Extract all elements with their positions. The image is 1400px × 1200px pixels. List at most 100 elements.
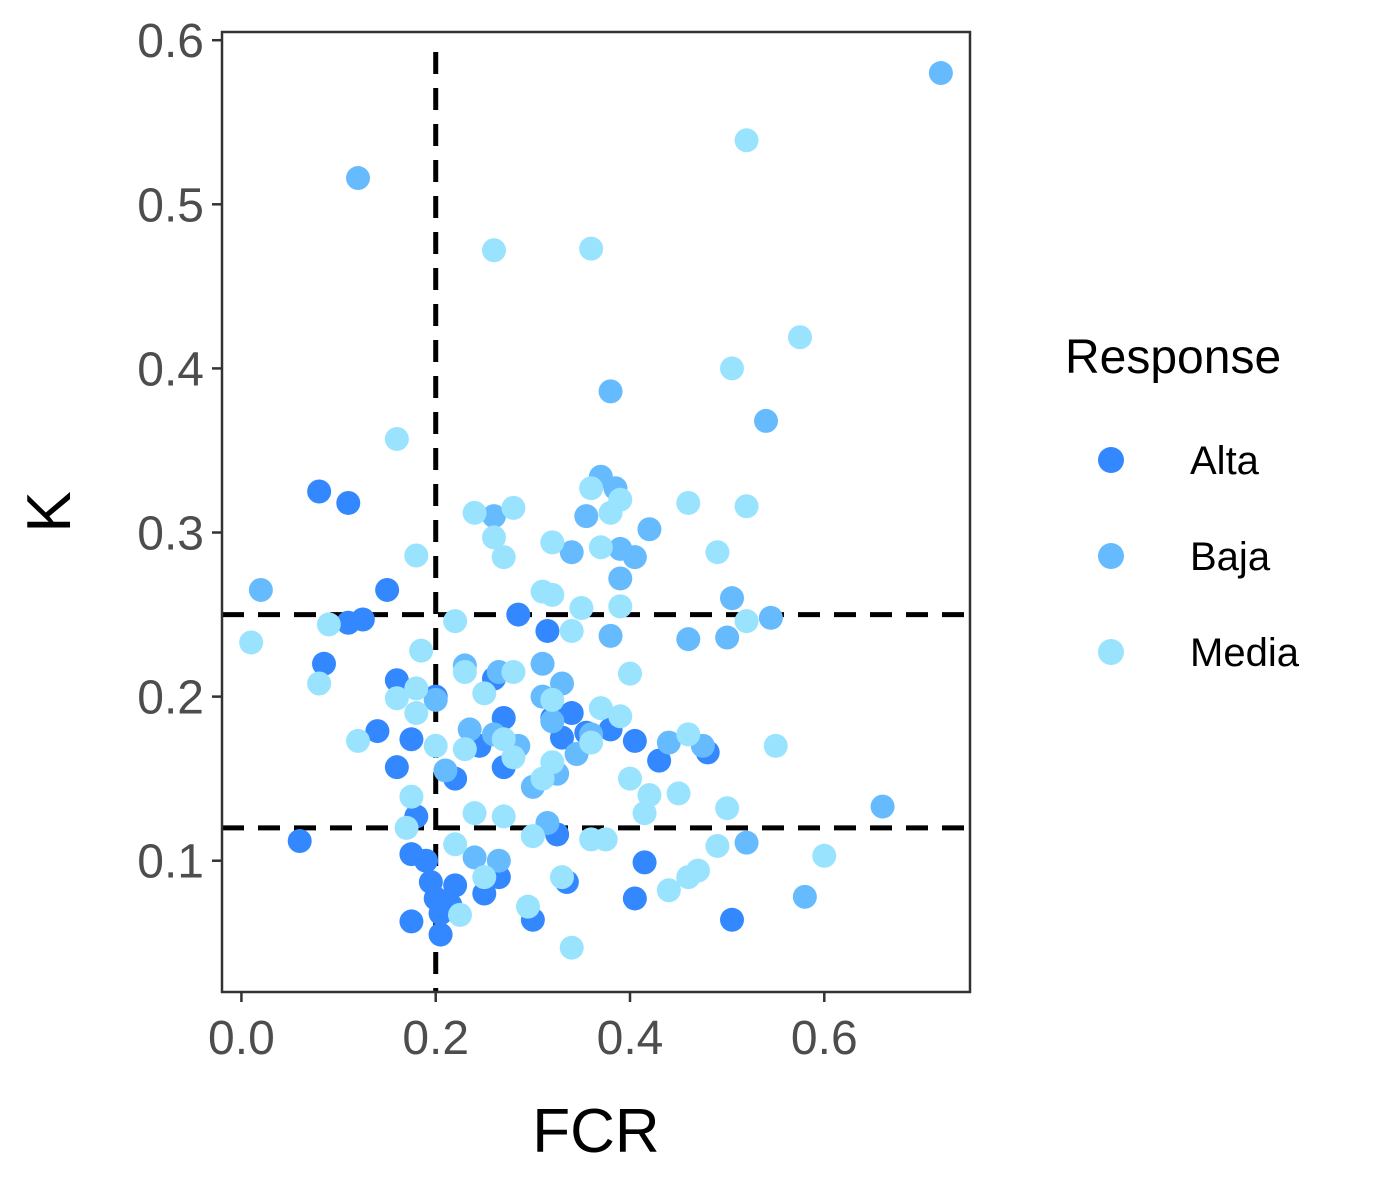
point-media	[482, 238, 506, 263]
point-media	[491, 804, 516, 829]
x-tick-label: 0.0	[208, 1012, 275, 1065]
point-alta	[384, 668, 409, 693]
legend-key-media	[1098, 639, 1124, 665]
point-media	[598, 500, 623, 525]
point-media	[588, 535, 613, 560]
y-tick-label: 0.1	[137, 836, 204, 889]
point-media	[404, 543, 429, 568]
point-media	[346, 728, 370, 753]
point-alta	[622, 886, 647, 911]
point-baja	[574, 504, 599, 529]
point-media	[239, 630, 264, 655]
point-media	[452, 660, 477, 684]
point-media	[530, 766, 555, 791]
legend-label-alta: Alta	[1190, 439, 1260, 483]
point-media	[705, 833, 730, 858]
legend: Response Alta Baja Media	[1065, 331, 1300, 675]
point-baja	[928, 61, 953, 86]
point-media	[472, 681, 497, 706]
point-media	[608, 594, 633, 619]
point-media	[307, 671, 332, 696]
point-alta	[414, 848, 438, 873]
point-alta	[535, 618, 560, 643]
point-media	[462, 801, 487, 826]
point-media	[676, 490, 701, 515]
point-media	[637, 783, 662, 808]
point-media	[516, 894, 540, 919]
point-media	[462, 500, 487, 525]
point-media	[588, 696, 613, 721]
point-baja	[457, 717, 482, 742]
point-media	[656, 878, 681, 903]
point-media	[491, 727, 516, 752]
point-media	[482, 525, 506, 550]
point-baja	[423, 687, 448, 712]
point-baja	[758, 605, 783, 630]
point-media	[540, 530, 565, 555]
point-media	[618, 661, 642, 686]
point-media	[720, 356, 744, 381]
point-media	[632, 801, 657, 826]
point-alta	[399, 909, 424, 934]
point-baja	[870, 794, 895, 819]
legend-label-media: Media	[1190, 631, 1300, 675]
point-baja	[608, 566, 633, 591]
y-axis-title: K	[15, 491, 84, 532]
point-baja	[462, 845, 487, 870]
point-media	[501, 745, 526, 770]
point-baja	[622, 545, 647, 570]
point-media	[559, 935, 584, 960]
plot-panel-border	[220, 30, 972, 994]
point-media	[448, 902, 472, 927]
x-tick-label: 0.6	[791, 1012, 858, 1065]
point-alta	[287, 829, 312, 854]
point-media	[501, 495, 526, 520]
point-media	[384, 686, 409, 711]
x-tick-label: 0.4	[597, 1012, 664, 1065]
point-baja	[792, 884, 817, 909]
point-alta	[365, 719, 390, 744]
x-tick-label: 0.2	[402, 1012, 469, 1065]
point-baja	[720, 586, 744, 611]
point-baja	[346, 166, 370, 191]
point-media	[452, 737, 477, 762]
point-media	[666, 781, 691, 806]
point-baja	[734, 830, 759, 855]
y-tick-label: 0.4	[137, 343, 204, 396]
point-baja	[248, 577, 273, 602]
point-media	[608, 704, 633, 729]
point-media	[734, 494, 759, 519]
point-baja	[486, 848, 511, 873]
point-media	[520, 824, 545, 849]
point-alta	[428, 922, 453, 947]
point-alta	[632, 850, 657, 875]
point-media	[540, 687, 565, 712]
data-points	[239, 61, 953, 960]
point-baja	[530, 651, 555, 676]
legend-key-baja	[1098, 543, 1124, 569]
point-media	[472, 865, 497, 890]
point-alta	[647, 748, 672, 773]
x-axis: 0.0 0.2 0.4 0.6	[208, 992, 858, 1065]
point-media	[550, 865, 574, 890]
point-alta	[336, 490, 361, 515]
y-tick-label: 0.3	[137, 508, 204, 561]
point-baja	[637, 517, 662, 542]
point-media	[618, 766, 642, 791]
legend-key-alta	[1098, 447, 1124, 473]
point-alta	[336, 610, 361, 635]
x-axis-title: FCR	[532, 1097, 659, 1166]
point-media	[559, 618, 584, 643]
point-media	[394, 815, 419, 840]
y-tick-label: 0.5	[137, 179, 204, 232]
point-baja	[598, 379, 623, 404]
point-baja	[676, 627, 701, 652]
point-media	[443, 832, 468, 857]
point-media	[579, 476, 604, 501]
point-alta	[375, 577, 400, 602]
point-media	[501, 660, 526, 684]
point-alta	[443, 873, 468, 898]
y-tick-label: 0.6	[137, 15, 204, 68]
point-media	[316, 612, 341, 637]
